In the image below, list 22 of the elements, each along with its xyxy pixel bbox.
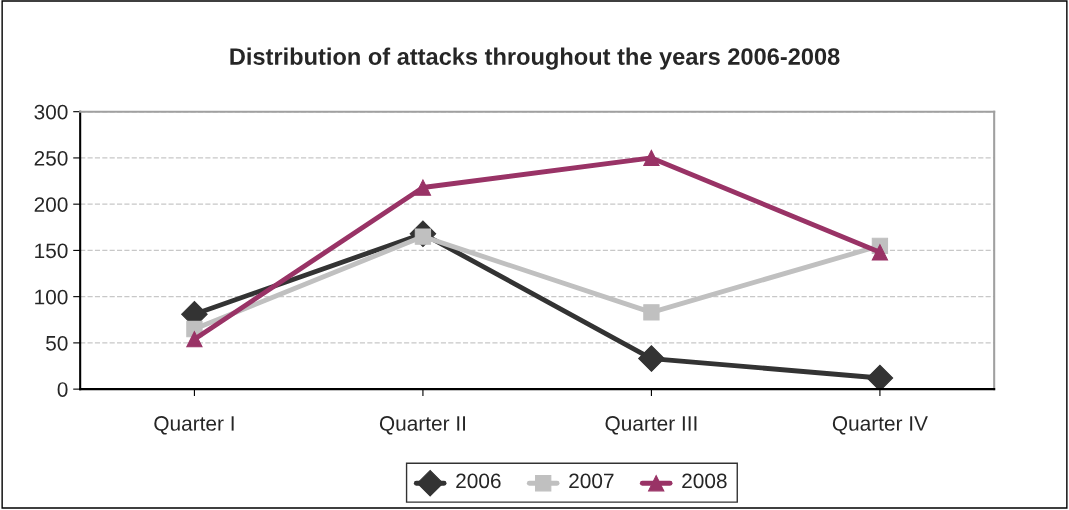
- y-tick-label: 100: [35, 289, 68, 305]
- point: [414, 179, 432, 196]
- y-tick-label: 0: [57, 382, 68, 397]
- y-tick-label: 300: [34, 104, 68, 120]
- x-tick-label: Quarter III: [605, 416, 697, 435]
- legend-label: 2007: [569, 473, 614, 489]
- y-tick-label: 250: [34, 150, 68, 166]
- y-tick-label: 150: [35, 243, 68, 259]
- point: [871, 244, 889, 261]
- point: [638, 345, 665, 372]
- point: [643, 304, 660, 321]
- chart-title: Distribution of attacks throughout the years 2006-2008: [230, 47, 840, 70]
- point: [866, 364, 894, 390]
- y-tick-label: 50: [46, 335, 68, 351]
- y-tick-label: 200: [34, 197, 68, 212]
- point: [643, 149, 660, 167]
- x-tick-label: Quarter II: [379, 416, 465, 435]
- legend-label: 2008: [682, 473, 727, 489]
- x-tick-label: Quarter IV: [832, 416, 928, 435]
- x-tick-label: Quarter I: [154, 416, 234, 435]
- point: [186, 331, 203, 348]
- legend-label: 2006: [456, 473, 501, 489]
